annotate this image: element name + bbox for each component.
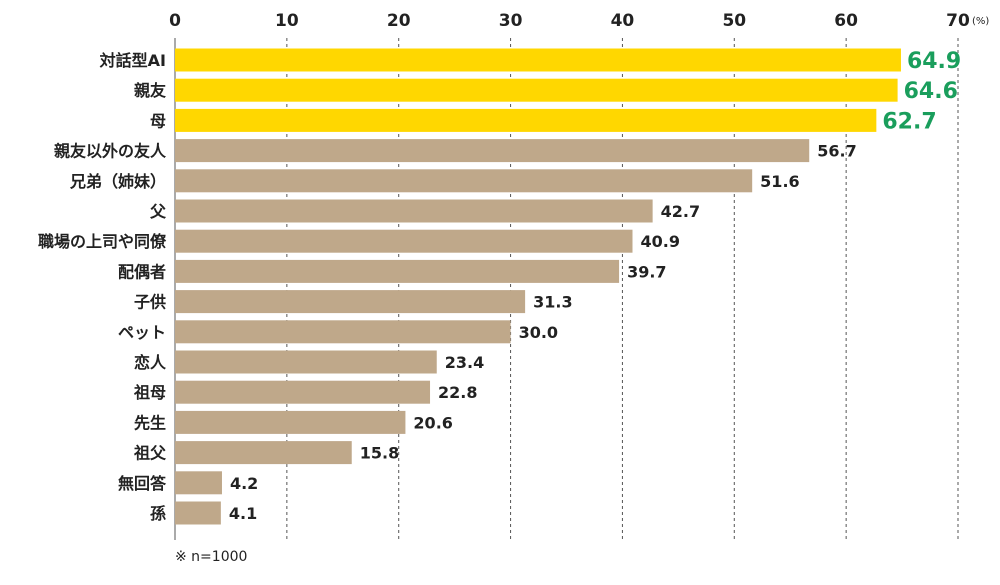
bar-6 (175, 199, 653, 223)
category-label-11: 恋人 (134, 353, 167, 372)
value-label-9: 31.3 (533, 293, 572, 312)
value-label-7: 40.9 (640, 232, 679, 251)
category-label-2: 親友 (134, 81, 167, 100)
category-label-9: 子供 (134, 293, 166, 312)
x-tick-label-60: 60 (834, 11, 858, 31)
bar-12 (175, 380, 431, 404)
x-tick-label-40: 40 (611, 11, 635, 31)
bar-16 (175, 501, 221, 525)
bar-14 (175, 441, 352, 465)
x-tick-label-50: 50 (722, 11, 746, 31)
bar-1 (175, 48, 901, 72)
value-label-3: 62.7 (882, 109, 936, 134)
bar-5 (175, 169, 753, 193)
value-label-16: 4.1 (229, 504, 257, 523)
value-label-8: 39.7 (627, 262, 666, 281)
category-label-15: 無回答 (118, 474, 167, 493)
x-axis-ticks: 0 10 20 30 40 50 60 70 (169, 11, 970, 31)
x-tick-label-70: 70 (946, 11, 970, 31)
category-label-3: 母 (150, 111, 166, 130)
category-label-1: 対話型AI (99, 51, 166, 70)
bar-4 (175, 139, 810, 163)
category-label-4: 親友以外の友人 (54, 142, 167, 161)
value-labels: 64.9 64.6 62.7 56.7 51.6 42.7 40.9 39.7 31.3 30.0… (229, 49, 961, 523)
category-label-10: ペット (118, 323, 166, 342)
bar-15 (175, 471, 222, 495)
value-label-11: 23.4 (445, 353, 484, 372)
category-label-14: 祖父 (133, 444, 167, 463)
category-label-12: 祖母 (133, 383, 166, 402)
bars (175, 48, 901, 525)
sample-size-note: ※ n=1000 (175, 549, 247, 565)
bar-7 (175, 229, 633, 253)
bar-9 (175, 290, 526, 314)
value-label-14: 15.8 (360, 444, 399, 463)
bar-11 (175, 350, 437, 374)
value-label-10: 30.0 (519, 323, 558, 342)
category-label-16: 孫 (150, 504, 166, 523)
value-label-15: 4.2 (230, 474, 258, 493)
x-axis-unit-label: (%) (972, 16, 989, 27)
bar-2 (175, 78, 898, 102)
category-label-7: 職場の上司や同僚 (38, 232, 167, 251)
bar-3 (175, 108, 877, 132)
value-label-13: 20.6 (413, 413, 452, 432)
bar-10 (175, 320, 511, 344)
value-label-12: 22.8 (438, 383, 477, 402)
value-label-2: 64.6 (904, 79, 958, 104)
value-label-1: 64.9 (907, 49, 961, 74)
bar-13 (175, 410, 406, 434)
category-label-13: 先生 (134, 413, 166, 432)
value-label-6: 42.7 (661, 202, 700, 221)
value-label-5: 51.6 (760, 172, 799, 191)
category-label-8: 配偶者 (118, 262, 166, 281)
x-tick-label-30: 30 (499, 11, 523, 31)
bar-8 (175, 259, 620, 283)
x-tick-label-20: 20 (387, 11, 411, 31)
value-label-4: 56.7 (817, 142, 856, 161)
category-label-5: 兄弟（姉妹） (69, 172, 166, 191)
category-label-6: 父 (149, 202, 167, 221)
x-tick-label-0: 0 (169, 11, 181, 31)
x-tick-label-10: 10 (275, 11, 299, 31)
